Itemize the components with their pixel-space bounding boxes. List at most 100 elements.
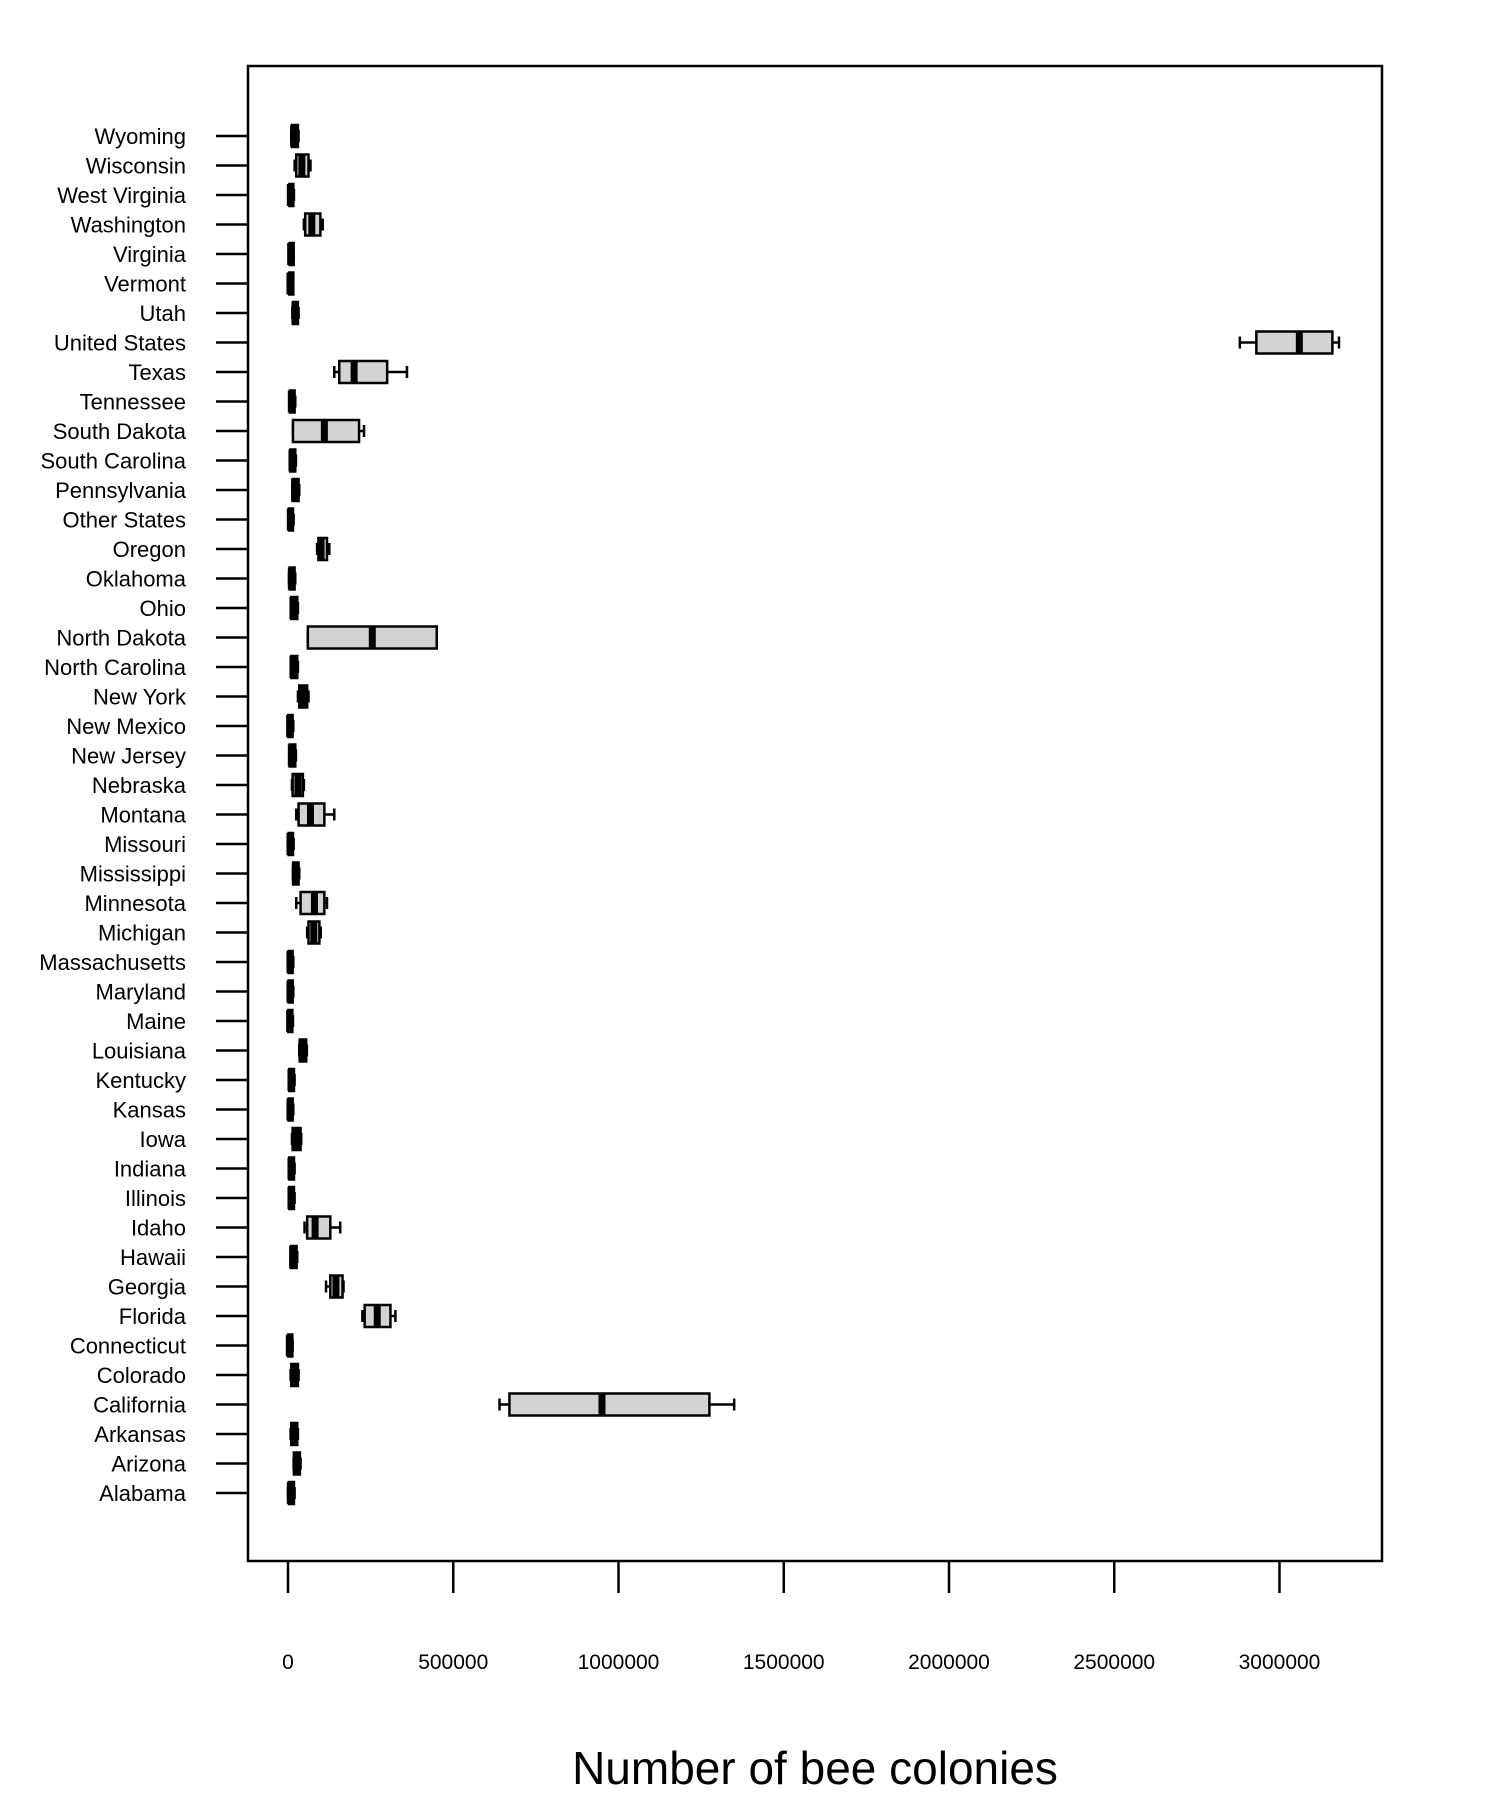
box-louisiana	[297, 1038, 309, 1063]
x-tick-label: 2500000	[1073, 1651, 1155, 1674]
box-utah	[291, 300, 300, 326]
x-tick-label: 1000000	[578, 1651, 660, 1674]
box-south-dakota	[291, 418, 366, 444]
plot-frame	[246, 64, 1384, 1563]
y-tick-label: California	[93, 1393, 187, 1418]
box-hawaii	[289, 1244, 299, 1270]
box-alabama	[286, 1480, 296, 1506]
x-tick-label: 500000	[418, 1651, 488, 1674]
box-south-carolina	[288, 448, 298, 473]
box-california	[498, 1392, 736, 1417]
box-wisconsin	[293, 153, 312, 178]
y-tick-label: Kansas	[113, 1098, 186, 1123]
box	[305, 1215, 332, 1240]
x-tick-label: 3000000	[1239, 1651, 1321, 1674]
y-tick-label: Arizona	[111, 1452, 186, 1477]
y-tick-label: Texas	[129, 360, 186, 385]
y-tick-label: New Jersey	[71, 744, 186, 769]
y-tick-label: North Dakota	[56, 626, 186, 651]
y-tick-label: South Carolina	[40, 449, 186, 474]
y-tick-label: Colorado	[97, 1363, 186, 1388]
box-arkansas	[289, 1421, 300, 1447]
box-north-carolina	[289, 654, 300, 680]
y-tick-label: Washington	[71, 213, 186, 238]
y-tick-label: Nebraska	[92, 773, 187, 798]
box-arizona	[292, 1451, 302, 1476]
y-tick-label: Pennsylvania	[55, 478, 187, 503]
y-tick-label: Maryland	[96, 980, 186, 1005]
y-tick-label: Vermont	[104, 272, 186, 297]
y-tick-label: South Dakota	[53, 419, 187, 444]
y-tick-label: Wyoming	[95, 124, 187, 149]
y-tick-label: New York	[93, 685, 187, 710]
y-tick-label: Tennessee	[80, 390, 186, 415]
box-new-mexico	[286, 713, 295, 739]
box-idaho	[303, 1215, 342, 1240]
box	[508, 1392, 711, 1417]
y-tick-label: Oregon	[113, 537, 186, 562]
y-tick-label: Mississippi	[80, 862, 186, 887]
y-tick-label: Oklahoma	[86, 567, 187, 592]
y-tick-label: Louisiana	[92, 1039, 187, 1064]
y-tick-label: Arkansas	[94, 1422, 186, 1447]
y-tick-label: Connecticut	[70, 1334, 186, 1359]
y-tick-label: Michigan	[98, 921, 186, 946]
box-colorado	[289, 1362, 300, 1388]
box	[1255, 330, 1334, 355]
y-tick-label: Wisconsin	[86, 154, 186, 179]
box-kentucky	[287, 1067, 296, 1093]
box-north-dakota	[306, 625, 438, 650]
y-tick-label: Florida	[119, 1304, 187, 1329]
box-other-states	[286, 507, 295, 532]
y-tick-label: Illinois	[125, 1186, 186, 1211]
box-maine	[286, 1008, 295, 1034]
y-tick-label: Other States	[62, 508, 186, 533]
y-tick-label: Missouri	[104, 832, 186, 857]
box-texas	[333, 359, 409, 385]
box-montana	[295, 802, 336, 827]
box-florida	[361, 1303, 397, 1329]
y-tick-label: United States	[54, 331, 186, 356]
box-georgia	[324, 1274, 345, 1299]
y-tick-label: Kentucky	[96, 1068, 187, 1093]
y-tick-label: Hawaii	[120, 1245, 186, 1270]
box-pennsylvania	[291, 477, 301, 503]
box-missouri	[286, 831, 295, 857]
x-tick-label: 0	[282, 1651, 294, 1674]
box-wyoming	[290, 123, 300, 149]
box-massachusetts	[286, 949, 295, 975]
x-tick-label: 2000000	[908, 1651, 990, 1674]
y-tick-label: Idaho	[131, 1216, 186, 1241]
y-tick-label: New Mexico	[66, 714, 186, 739]
y-tick-label: Indiana	[114, 1157, 187, 1182]
box-maryland	[286, 979, 295, 1004]
box-minnesota	[295, 890, 329, 916]
y-tick-label: North Carolina	[44, 655, 187, 680]
y-tick-label: Maine	[126, 1009, 186, 1034]
box-michigan	[305, 920, 322, 945]
box-ohio	[289, 595, 300, 621]
y-tick-label: West Virginia	[57, 183, 187, 208]
box-washington	[302, 212, 324, 237]
box-indiana	[287, 1156, 296, 1181]
y-tick-label: Iowa	[140, 1127, 187, 1152]
y-tick-label: Ohio	[140, 596, 186, 621]
y-axis: Wyoming Wisconsin West Virginia Washington V…	[39, 124, 248, 1506]
box-united-states	[1238, 330, 1341, 355]
box-tennessee	[287, 389, 297, 414]
box-iowa	[290, 1126, 303, 1152]
y-tick-label: Minnesota	[84, 891, 186, 916]
box-oregon	[315, 536, 331, 562]
box-vermont	[286, 271, 295, 296]
y-tick-label: Georgia	[108, 1275, 187, 1300]
boxes	[285, 123, 1341, 1506]
box-oklahoma	[287, 566, 297, 591]
x-tick-label: 1500000	[743, 1651, 825, 1674]
box-new-york	[296, 684, 310, 709]
box-mississippi	[291, 861, 301, 886]
box-connecticut	[285, 1333, 294, 1358]
y-tick-label: Virginia	[113, 242, 187, 267]
box-west-virginia	[286, 182, 296, 208]
x-axis-title: Number of bee colonies	[572, 1742, 1058, 1794]
